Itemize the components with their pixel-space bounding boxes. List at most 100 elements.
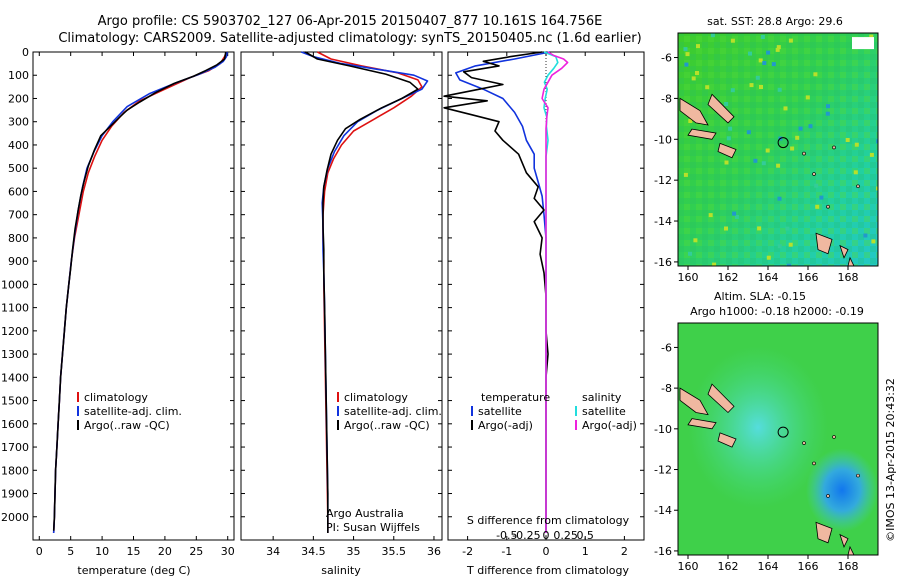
sst-pixel [712, 262, 717, 266]
islet [802, 151, 806, 156]
s-tick-label: -0.25 [512, 529, 540, 542]
sst-pixel [819, 195, 824, 200]
sst-pixel [863, 233, 868, 238]
x-axis-label: T difference from climatology [466, 564, 629, 577]
x-tick-label: 164 [758, 271, 779, 284]
map-field [678, 323, 878, 555]
y-tick-label: 1800 [1, 464, 29, 477]
island [847, 256, 855, 266]
island [679, 387, 709, 416]
temperature-panel: 0100200300400500600700800900100011001200… [1, 46, 235, 577]
islet [812, 461, 816, 466]
sst-pixel [876, 139, 878, 144]
sst-pixel [685, 52, 690, 57]
island [815, 232, 833, 255]
sst-pixel [705, 85, 710, 90]
x-tick-label: 162 [718, 271, 739, 284]
islet [826, 204, 830, 209]
sst-pixel [710, 33, 715, 38]
y-tick-label: 0 [22, 46, 29, 59]
sst-pixel [753, 158, 758, 163]
y-tick-label: 1700 [1, 441, 29, 454]
y-tick-label: 600 [8, 185, 29, 198]
argo-location-marker [777, 426, 789, 438]
plot-frame [240, 51, 443, 541]
y-tick-label: -12 [654, 464, 672, 477]
x-axis-label: salinity [321, 564, 361, 577]
x-axis-label: temperature (deg C) [77, 564, 190, 577]
x-tick-label: 0 [543, 545, 550, 558]
y-tick-label: 1900 [1, 488, 29, 501]
x-tick-label: 166 [798, 271, 819, 284]
y-tick-label: 800 [8, 232, 29, 245]
map-frame [677, 322, 879, 556]
y-tick-label: 500 [8, 162, 29, 175]
sst-pixel [776, 163, 781, 168]
y-tick-label: -14 [654, 215, 672, 228]
sst-pixel [696, 44, 700, 49]
x-tick-label: 164 [758, 560, 779, 573]
y-tick-label: 300 [8, 116, 29, 129]
legend-heading: temperature [481, 391, 550, 404]
sst-pixel [785, 226, 790, 231]
y-tick-label: 1100 [1, 302, 29, 315]
island [687, 128, 717, 140]
title-line-2: Climatology: CARS2009. Satellite-adjuste… [58, 31, 641, 46]
sst-pixel [724, 160, 729, 165]
sst-pixel [749, 83, 754, 88]
legend-label: satellite-adj. clim. [344, 405, 442, 418]
islet [832, 145, 836, 150]
map-title: Altim. SLA: -0.15 [714, 290, 806, 303]
y-tick-label: 1200 [1, 325, 29, 338]
y-tick-label: 400 [8, 139, 29, 152]
sst-pixel [695, 71, 699, 75]
x-tick-label: 10 [95, 545, 109, 558]
series-line-2 [304, 51, 419, 533]
s-tick-label: 0 [543, 529, 550, 542]
island [707, 383, 735, 414]
x-tick-label: 2 [621, 545, 628, 558]
sst-pixel [805, 95, 810, 100]
map-title: sat. SST: 28.8 Argo: 29.6 [707, 15, 843, 28]
island [847, 545, 855, 555]
islet [802, 441, 806, 445]
island [717, 432, 737, 448]
y-tick-label: 200 [8, 92, 29, 105]
sst-pixel [775, 47, 780, 52]
sst-pixel [776, 45, 781, 50]
sst-pixel [845, 138, 850, 142]
sst-pixel [798, 126, 803, 131]
sst-pixel [730, 88, 735, 93]
island [839, 533, 849, 548]
island [687, 418, 717, 430]
y-tick-label: -8 [661, 92, 672, 105]
sst-pixel [693, 238, 698, 243]
sst-pixel [869, 34, 874, 39]
x-tick-label: 0 [36, 545, 43, 558]
legend-label: satellite [582, 405, 626, 418]
island [839, 244, 849, 259]
sst-pixel [759, 85, 763, 89]
x-tick-label: 20 [158, 545, 172, 558]
islet [856, 473, 860, 478]
sst-pixel [788, 242, 793, 247]
sst-pixel [691, 76, 696, 81]
islet [826, 494, 830, 498]
legend-heading: salinity [582, 391, 622, 404]
sst-pixel [815, 204, 820, 209]
sst-pixel [825, 111, 830, 116]
sst-pixel [683, 172, 688, 177]
sst-pixel [746, 130, 751, 135]
annotation-line: PI: Susan Wijffels [326, 521, 420, 534]
y-tick-label: -12 [654, 174, 672, 187]
sla-map-panel: Altim. SLA: -0.15 Argo h1000: -0.18 h2000… [654, 290, 879, 573]
sst-pixel [777, 244, 782, 249]
sst-pixel [871, 239, 876, 244]
sst-pixel [757, 226, 762, 231]
x-tick-label: 35 [347, 545, 361, 558]
x-tick-label: 30 [221, 545, 235, 558]
salinity-panel: 34 34.5 35 35.5 36 salinity climatologysatelli… [240, 51, 443, 577]
sst-pixel [688, 119, 693, 123]
sst-pixel [826, 104, 830, 109]
x-tick-label: 168 [838, 271, 859, 284]
